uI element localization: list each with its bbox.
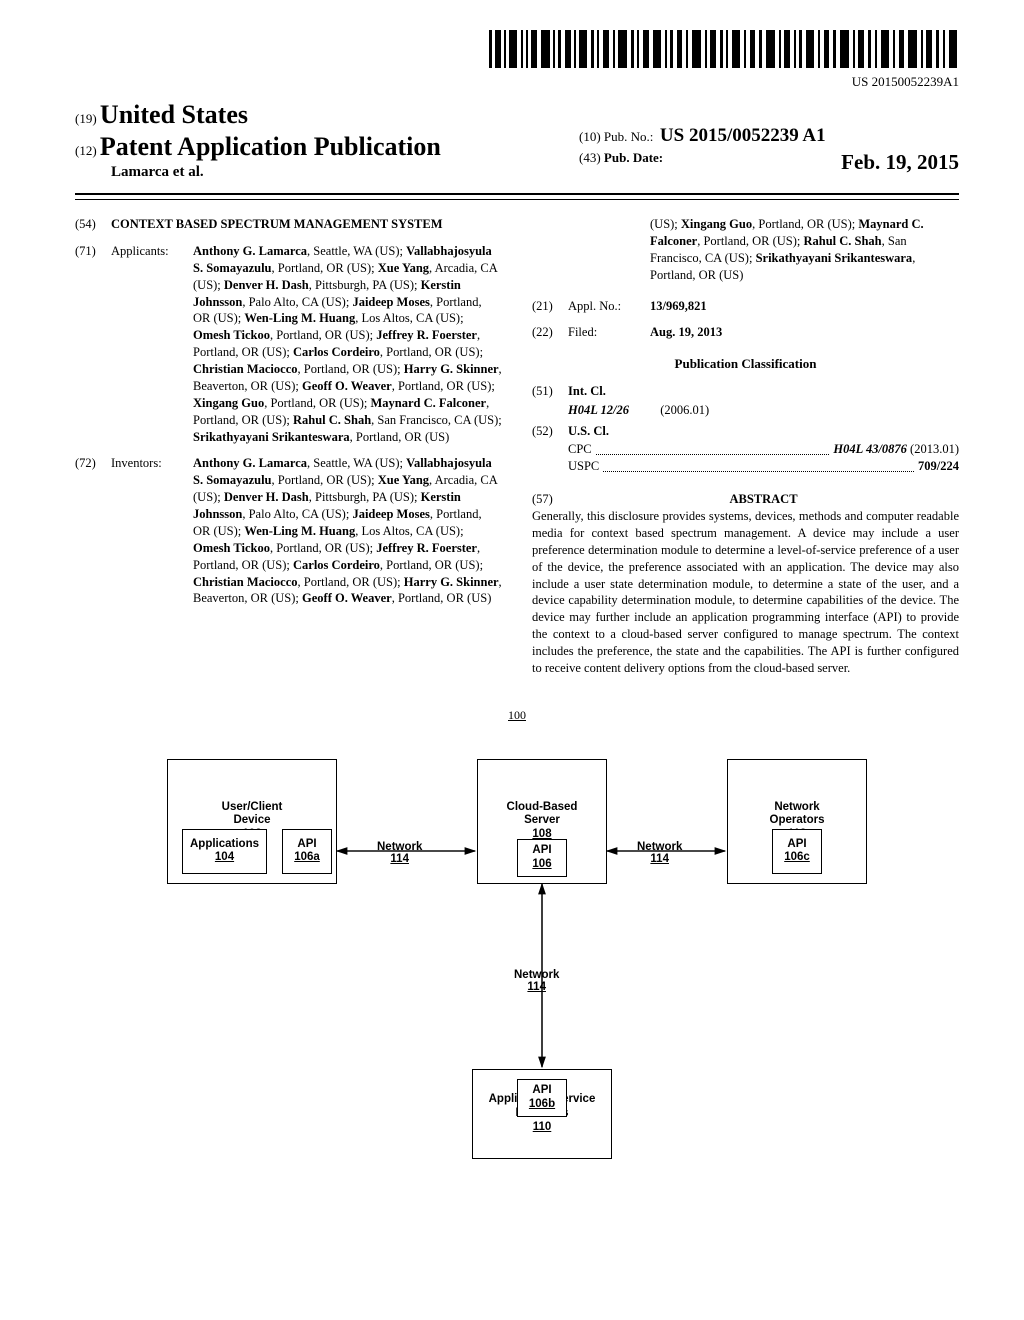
uscl-label: U.S. Cl.: [568, 424, 609, 438]
uspc-line: USPC 709/224: [568, 458, 959, 475]
header: (19) United States (12) Patent Applicati…: [75, 100, 959, 181]
doc-type: Patent Application Publication: [100, 132, 441, 161]
intcl-entry: H04L 12/26 (2006.01): [568, 402, 959, 419]
uscl-field: (52) U.S. Cl.: [532, 423, 959, 440]
barcode: [489, 30, 959, 68]
diagram-label-net2: Network114: [637, 841, 682, 865]
code-52: (52): [532, 423, 568, 440]
abstract-heading: ABSTRACT: [729, 492, 797, 506]
applno-value: 13/969,821: [650, 299, 707, 313]
diagram-box-api_a: API106a: [282, 829, 332, 874]
cpc-value: H04L 43/0876: [833, 442, 907, 456]
applno-field: (21) Appl. No.: 13/969,821: [532, 298, 959, 315]
diagram-box-api_b: API106b: [517, 1079, 567, 1117]
intcl-class: H04L 12/26: [568, 403, 629, 417]
filed-field: (22) Filed: Aug. 19, 2013: [532, 324, 959, 341]
inventors-list: Anthony G. Lamarca, Seattle, WA (US); Va…: [193, 455, 502, 607]
applicants-field: (71) Applicants: Anthony G. Lamarca, Sea…: [75, 243, 502, 446]
inventors-field: (72) Inventors: Anthony G. Lamarca, Seat…: [75, 455, 502, 607]
barcode-region: [75, 30, 959, 72]
code-21: (21): [532, 298, 568, 315]
pubno-value: US 2015/0052239 A1: [660, 125, 826, 146]
code-71: (71): [75, 243, 111, 446]
figure-number: 100: [508, 708, 526, 723]
diagram-canvas: User/ClientDevice102Applications104API10…: [137, 729, 897, 1209]
code-54: (54): [75, 216, 111, 233]
pub-class-heading: Publication Classification: [532, 355, 959, 373]
inventors-continuation: (US); Xingang Guo, Portland, OR (US); Ma…: [650, 216, 959, 284]
uspc-value: 709/224: [918, 458, 959, 475]
diagram-label-net3: Network114: [514, 969, 559, 993]
code-57: (57): [532, 491, 568, 508]
title-field: (54) CONTEXT BASED SPECTRUM MANAGEMENT S…: [75, 216, 502, 233]
code-72: (72): [75, 455, 111, 607]
filed-value: Aug. 19, 2013: [650, 325, 722, 339]
diagram-box-apps: Applications104: [182, 829, 267, 874]
code-43: (43): [579, 150, 601, 165]
inventors-label: Inventors:: [111, 455, 193, 607]
code-19: (19): [75, 111, 97, 126]
pubdate-label: Pub. Date:: [604, 150, 663, 165]
divider-thin: [75, 199, 959, 200]
cpc-lead: CPC: [568, 441, 592, 458]
applicants-list: Anthony G. Lamarca, Seattle, WA (US); Va…: [193, 243, 502, 446]
barcode-text: US 20150052239A1: [75, 74, 959, 90]
biblio-columns: (54) CONTEXT BASED SPECTRUM MANAGEMENT S…: [75, 216, 959, 677]
title: CONTEXT BASED SPECTRUM MANAGEMENT SYSTEM: [111, 217, 443, 231]
diagram-label-net1: Network114: [377, 841, 422, 865]
divider-thick: [75, 193, 959, 195]
code-10: (10): [579, 129, 601, 144]
country: United States: [100, 100, 248, 129]
uspc-lead: USPC: [568, 458, 599, 475]
pubno-label: Pub. No.:: [604, 129, 653, 144]
cpc-line: CPC H04L 43/0876 (2013.01): [568, 441, 959, 458]
code-12: (12): [75, 143, 97, 158]
code-22: (22): [532, 324, 568, 341]
filed-label: Filed:: [568, 324, 650, 341]
diagram-box-api_c: API106c: [772, 829, 822, 874]
applicants-label: Applicants:: [111, 243, 193, 446]
right-column: (US); Xingang Guo, Portland, OR (US); Ma…: [532, 216, 959, 677]
figure-100: 100 User/ClientD: [75, 707, 959, 1209]
intcl-field: (51) Int. Cl.: [532, 383, 959, 400]
applno-label: Appl. No.:: [568, 298, 650, 315]
intcl-year: (2006.01): [660, 403, 709, 417]
left-column: (54) CONTEXT BASED SPECTRUM MANAGEMENT S…: [75, 216, 502, 677]
code-51: (51): [532, 383, 568, 400]
intcl-label: Int. Cl.: [568, 384, 606, 398]
pubdate-value: Feb. 19, 2015: [841, 150, 959, 175]
diagram-box-api: API106: [517, 839, 567, 877]
abstract-text: Generally, this disclosure provides syst…: [532, 508, 959, 677]
cpc-year: (2013.01): [910, 442, 959, 456]
